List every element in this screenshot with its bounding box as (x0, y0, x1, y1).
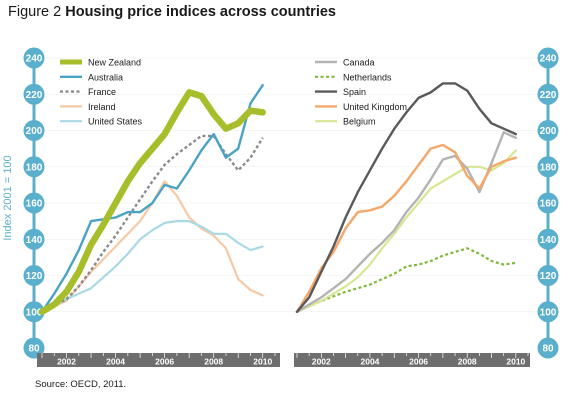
legend-label-united-states: United States (88, 117, 143, 127)
legend-label-belgium: Belgium (343, 117, 376, 127)
y-tick-bubble (23, 228, 45, 250)
y-tick-bubble (537, 337, 559, 359)
x-tick-label: 2002 (57, 357, 76, 367)
legend-label-united-kingdom: United Kingdom (343, 102, 407, 112)
legend-label-canada: Canada (343, 58, 375, 68)
legend-label-france: France (88, 87, 116, 97)
panel-left: 2002 2004 2006 2008 2010 New Zealand Australia… (37, 58, 280, 367)
x-tick-label: 2008 (204, 357, 223, 367)
y-tick-bubble (537, 83, 559, 105)
legend-label-spain: Spain (343, 87, 366, 97)
y-tick-bubble (537, 265, 559, 286)
y-tick-label: 200 (540, 126, 557, 137)
grid-lines (44, 57, 540, 313)
series-line-france (41, 134, 264, 313)
y-tick-label: 120 (540, 271, 557, 282)
y-tick-bubble (537, 120, 559, 141)
y-tick-bubble (23, 83, 45, 105)
y-axis-label-group: Index 2001 = 100 (2, 155, 14, 240)
y-tick-label: 240 (26, 54, 43, 65)
y-tick-label: 80 (28, 344, 40, 355)
y-tick-bubble (537, 192, 559, 214)
y-tick-bubble (23, 301, 45, 323)
legend-label-australia: Australia (88, 72, 123, 82)
y-tick-bubble (23, 47, 45, 69)
y-tick-bubble (537, 47, 559, 69)
y-tick-bubble (537, 228, 559, 250)
y-tick-label: 100 (540, 307, 557, 318)
y-axis-label: Index 2001 = 100 (2, 155, 14, 240)
x-tick-label: 2010 (253, 357, 272, 367)
source-note: Source: OECD, 2011. (35, 379, 127, 390)
x-axis-year-bar (294, 353, 530, 367)
x-tick-label: 2004 (106, 357, 125, 367)
y-tick-bubble (23, 156, 45, 178)
y-tick-bubble (23, 192, 45, 214)
series-line-canada (295, 131, 517, 313)
y-tick-bubble (23, 265, 45, 286)
y-tick-label: 220 (540, 90, 557, 101)
y-tick-label: 80 (542, 344, 554, 355)
y-tick-label: 220 (26, 90, 43, 101)
y-tick-label: 140 (26, 235, 43, 246)
y-tick-bubble (537, 156, 559, 178)
y-tick-bubble (23, 120, 45, 141)
series-line-united-kingdom (295, 143, 517, 313)
y-tick-label: 160 (26, 199, 43, 210)
series-line-australia (40, 84, 264, 313)
legend-label-netherlands: Netherlands (343, 72, 392, 82)
figure-title-prefix: Figure 2 (8, 4, 62, 20)
x-tick-label: 2002 (312, 357, 331, 367)
series-line-ireland (40, 180, 264, 313)
legend-label-ireland: Ireland (88, 102, 116, 112)
figure-title-main: Housing price indices across countries (65, 4, 336, 20)
series-line-united-states (40, 220, 264, 313)
x-tick-label: 2006 (409, 357, 428, 367)
y-tick-label: 120 (26, 271, 43, 282)
right-y-axis: 80 100 120 140 160 180 200 220 240 (537, 47, 559, 359)
y-tick-label: 140 (540, 235, 557, 246)
series-line-new-zealand (38, 89, 266, 316)
y-tick-label: 180 (26, 162, 43, 173)
x-tick-label: 2006 (155, 357, 174, 367)
y-tick-label: 160 (540, 199, 557, 210)
x-axis-year-bar (37, 353, 280, 367)
y-tick-label: 240 (540, 54, 557, 65)
series-line-belgium (295, 149, 517, 313)
panel-right: 2002 2004 2006 2008 2010 Canada Netherlands Spa… (294, 58, 530, 367)
figure-title: Figure 2 Housing price indices across co… (8, 4, 336, 20)
x-tick-label: 2010 (506, 357, 525, 367)
legend-label-new-zealand: New Zealand (88, 58, 141, 68)
y-tick-label: 180 (540, 162, 557, 173)
y-tick-label: 200 (26, 126, 43, 137)
y-tick-label: 100 (26, 307, 43, 318)
x-tick-label: 2008 (458, 357, 477, 367)
y-tick-bubble (537, 301, 559, 323)
series-line-spain (295, 82, 517, 313)
x-tick-label: 2004 (360, 357, 379, 367)
